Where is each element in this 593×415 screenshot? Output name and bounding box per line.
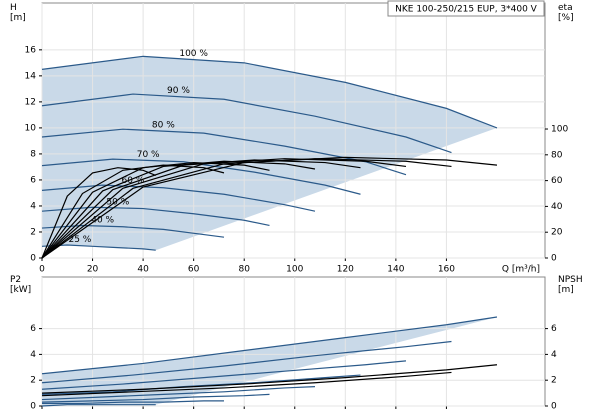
y-tick-label: 8 [30, 149, 36, 159]
y-tick-label: 6 [30, 175, 36, 185]
y2-tick-label: 60 [551, 176, 563, 186]
curve [41, 386, 316, 401]
y2-tick-label: 6 [551, 324, 557, 334]
curve-label: 40 % [91, 216, 114, 226]
curve [41, 316, 498, 375]
curve [41, 371, 452, 397]
y2-tick-label: 2 [551, 376, 557, 386]
y-tick-label: 10 [25, 123, 37, 133]
axis-label: eta [%] [558, 3, 574, 23]
curve [41, 184, 316, 212]
y2-tick-label: 0 [551, 254, 557, 264]
x-tick-label: 80 [238, 265, 250, 275]
curve-label: 70 % [137, 150, 160, 160]
curve [41, 404, 156, 407]
curve [41, 128, 407, 176]
y2-tick-label: 100 [551, 125, 568, 135]
y-tick-label: 14 [25, 71, 37, 81]
operating-area [42, 316, 497, 406]
curve-label: 90 % [167, 86, 190, 96]
y-tick-label: 4 [30, 201, 36, 211]
curve [41, 374, 361, 395]
y-tick-label: 6 [30, 324, 36, 334]
chart-title: NKE 100-250/215 EUP, 3*400 V [395, 5, 538, 15]
y2-tick-label: 80 [551, 150, 563, 160]
y-tick-label: 16 [25, 45, 37, 55]
operating-area [42, 56, 497, 251]
y-tick-label: 2 [30, 376, 36, 386]
curve [41, 167, 156, 259]
y-tick-label: 12 [25, 97, 36, 107]
curve-label: 50 % [106, 197, 129, 207]
curve [41, 158, 361, 195]
curve-label: 100 % [179, 49, 208, 59]
curve-label: 25 % [68, 235, 91, 245]
x-tick-label: 120 [337, 265, 354, 275]
curve [41, 393, 270, 403]
curve-label: 60 % [122, 176, 145, 186]
y-tick-label: 0 [30, 402, 36, 412]
x-tick-label: 160 [438, 265, 455, 275]
y2-tick-label: 4 [551, 350, 557, 360]
x-tick-label: 0 [39, 265, 45, 275]
y-tick-label: 2 [30, 227, 36, 237]
x-tick-label: 60 [188, 265, 200, 275]
axis-label: H [m] [10, 3, 26, 23]
x-tick-label: 100 [286, 265, 303, 275]
curve [41, 364, 498, 394]
curve [41, 340, 452, 384]
curve [42, 400, 224, 405]
y-tick-label: 0 [30, 254, 36, 264]
x-tick-label: 140 [387, 265, 404, 275]
curve [41, 160, 316, 259]
x-axis-label: Q [m³/h] [502, 265, 540, 275]
y-tick-label: 4 [30, 350, 36, 360]
y2-tick-label: 20 [551, 228, 563, 238]
x-tick-label: 20 [87, 265, 99, 275]
curve [41, 360, 407, 390]
title-box [387, 0, 545, 17]
curve [41, 158, 452, 259]
y2-tick-label: 40 [551, 202, 563, 212]
curve [41, 55, 498, 129]
axis-label: NPSH [m] [558, 275, 583, 295]
x-tick-label: 40 [137, 265, 149, 275]
curve [41, 93, 452, 154]
y2-tick-label: 0 [551, 402, 557, 412]
curve [41, 244, 156, 251]
curve-label: 80 % [152, 121, 175, 131]
axis-label: P2 [kW] [10, 275, 31, 295]
curve [41, 164, 225, 259]
curve [41, 159, 361, 259]
curve [41, 206, 270, 227]
